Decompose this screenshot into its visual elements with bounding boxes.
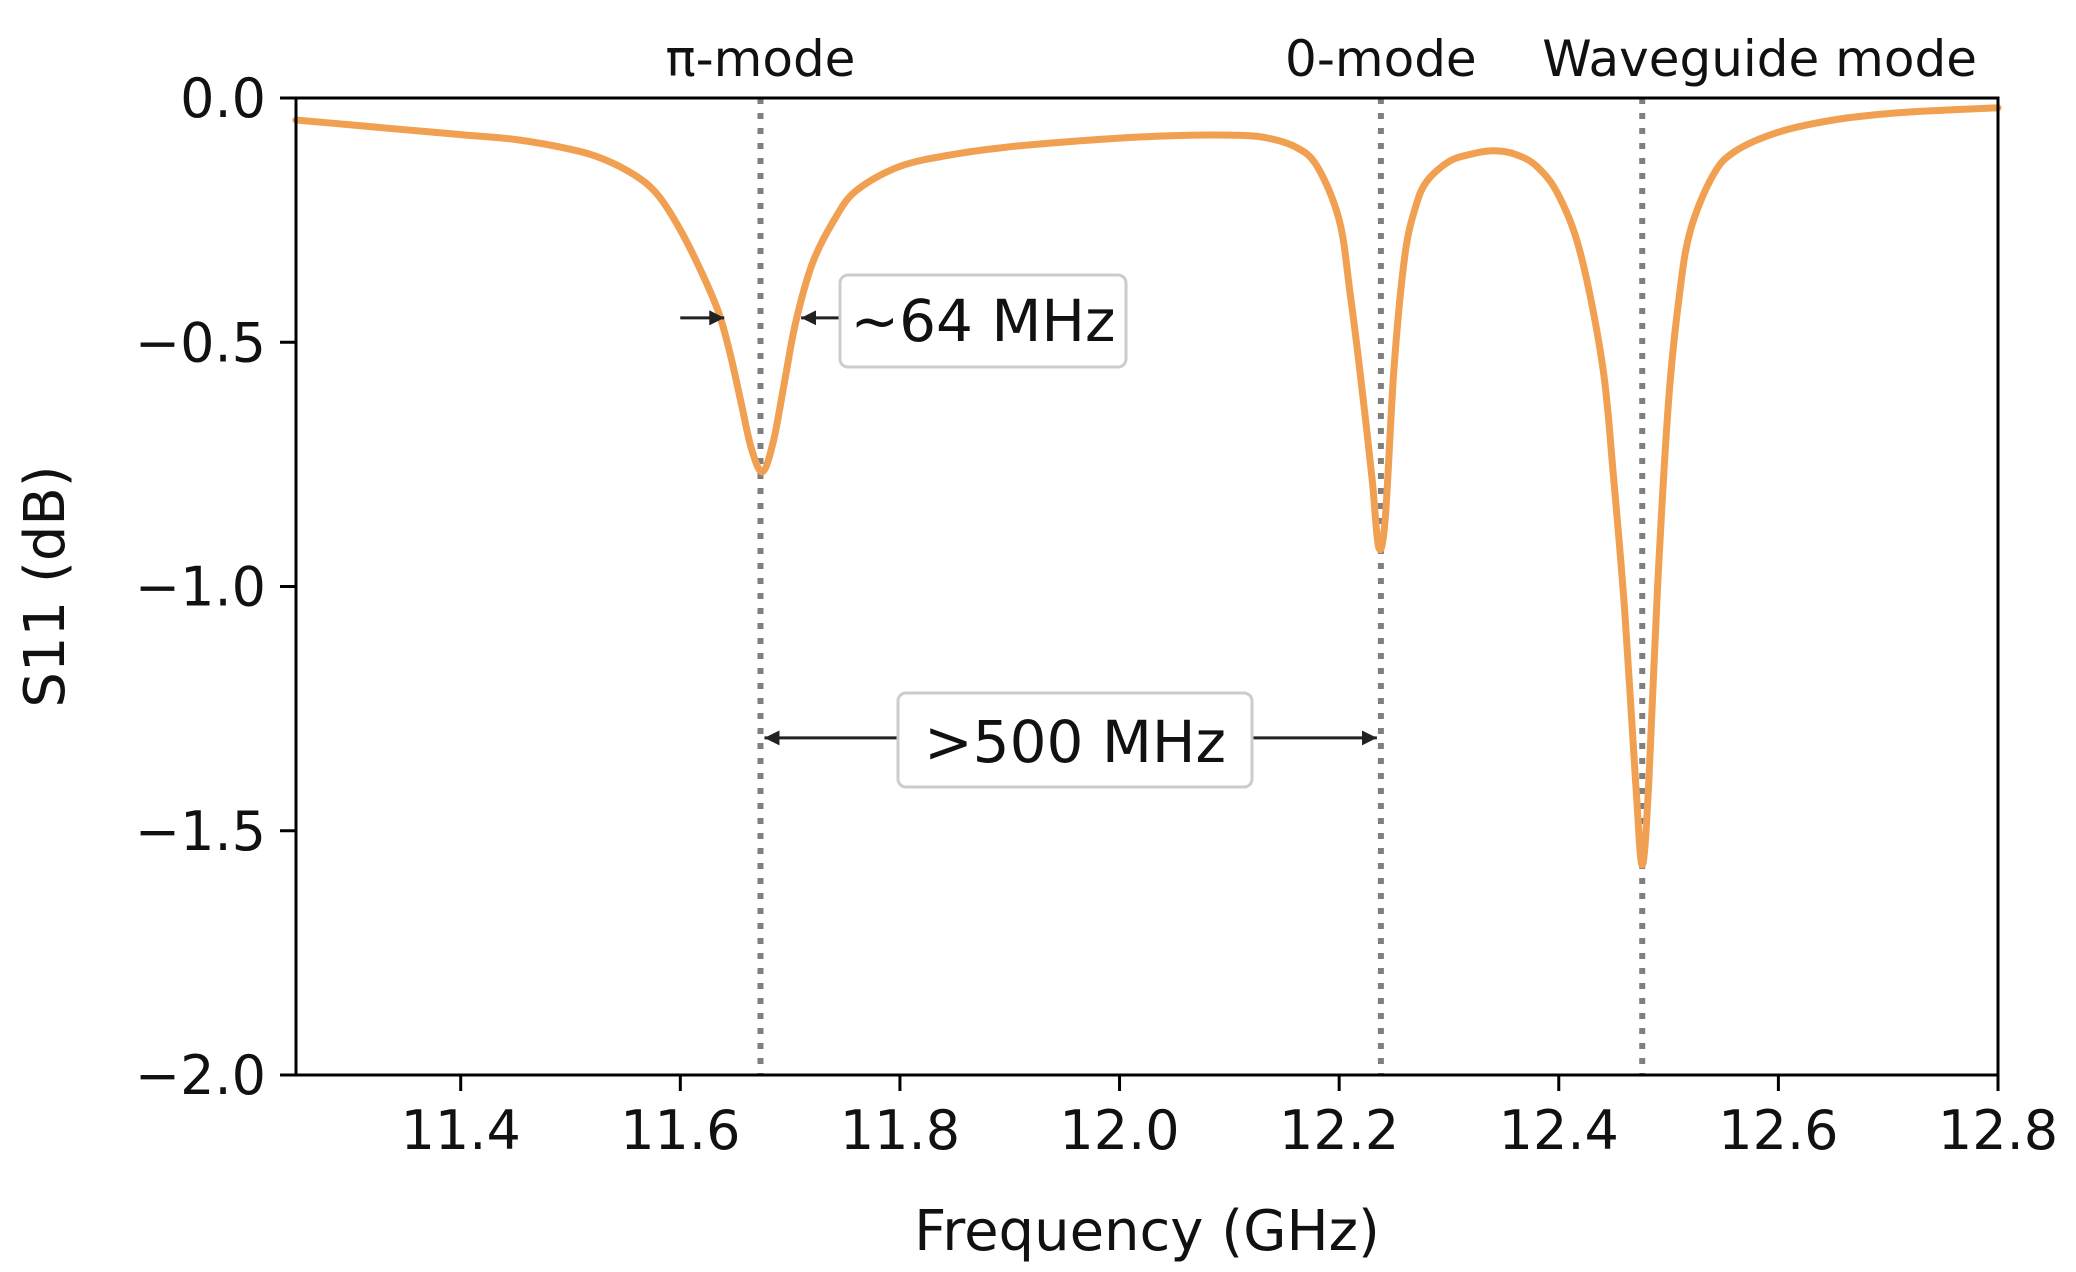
x-tick-label: 12.8 (1938, 1099, 2058, 1162)
x-tick-label: 12.2 (1279, 1099, 1399, 1162)
x-tick-label: 11.4 (401, 1099, 521, 1162)
mode-label: 0-mode (1285, 30, 1477, 88)
mode-label: π-mode (666, 30, 856, 88)
series-line-s11 (292, 104, 2002, 869)
y-tick-label: −2.0 (135, 1044, 266, 1107)
separation-label-box (896, 691, 1254, 789)
linewidth-label: ~64 MHz (851, 287, 1116, 355)
annotations: ~64 MHz >500 MHz (680, 273, 1377, 789)
y-tick-label: 0.0 (180, 67, 266, 130)
mode-lines: π-mode 0-mode Waveguide mode (666, 30, 1977, 1075)
x-tick-label: 11.8 (840, 1099, 960, 1162)
x-tick-label: 11.6 (620, 1099, 740, 1162)
x-tick-label: 12.6 (1718, 1099, 1838, 1162)
y-tick-label: −0.5 (135, 311, 266, 374)
x-tick-label: 12.4 (1499, 1099, 1619, 1162)
y-axis-ticks: 0.0 −0.5 −1.0 −1.5 −2.0 (135, 67, 296, 1107)
x-tick-label: 12.0 (1059, 1099, 1179, 1162)
y-axis-label: S11 (dB) (13, 465, 78, 707)
series-layer (292, 104, 2002, 869)
mode-label: Waveguide mode (1542, 30, 1977, 88)
x-axis-label: Frequency (GHz) (914, 1199, 1380, 1264)
separation-label: >500 MHz (924, 708, 1226, 776)
y-tick-label: −1.5 (135, 800, 266, 863)
linewidth-label-box (838, 273, 1128, 369)
y-tick-label: −1.0 (135, 556, 266, 619)
x-axis-ticks: 11.4 11.6 11.8 12.0 12.2 12.4 12.6 12.8 (401, 1075, 2058, 1162)
